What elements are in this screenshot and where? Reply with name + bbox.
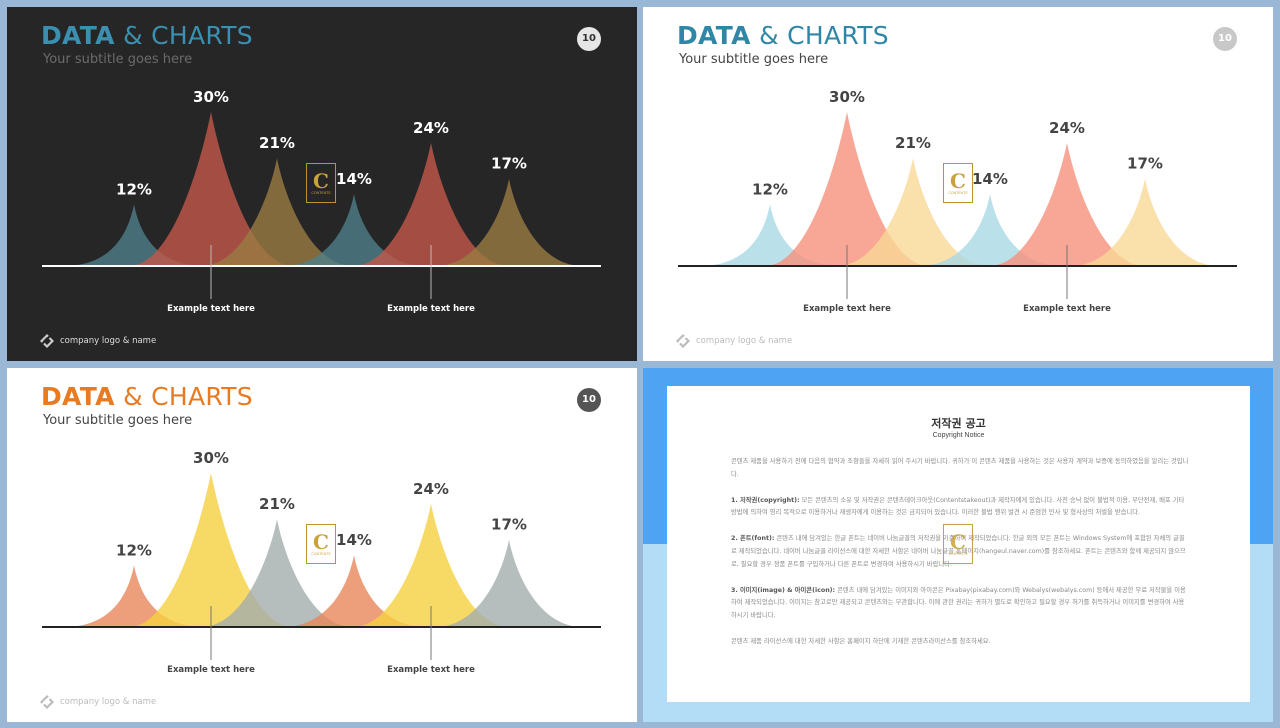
data-label-5: 24% — [1049, 119, 1085, 137]
data-label-3: 21% — [895, 134, 931, 152]
notice-font: 2. 폰트(font): 콘텐츠 내에 담겨있는 한글 폰트는 네이버 나눔글꼴… — [731, 535, 1186, 568]
data-label-5: 24% — [413, 119, 449, 137]
slide-subtitle: Your subtitle goes here — [679, 52, 829, 67]
company-logo: company logo & name — [39, 694, 156, 710]
data-label-1: 12% — [116, 180, 152, 198]
peak-5 — [989, 142, 1145, 266]
peak-2 — [129, 112, 293, 266]
peak-4 — [282, 555, 426, 627]
slide-subtitle: Your subtitle goes here — [43, 52, 193, 67]
slide-copyright: 저작권 공고 Copyright Notice 콘텐츠 제품을 사용하기 전에 … — [643, 368, 1273, 722]
page-number-badge: 10 — [1213, 27, 1237, 51]
notice-outro: 콘텐츠 제품 라이선스에 대한 자세한 사항은 홈페이지 하단에 기재한 콘텐츠… — [731, 637, 991, 645]
callout-text-1: Example text here — [167, 665, 255, 675]
peak-3 — [201, 519, 353, 627]
notice-intro: 콘텐츠 제품을 사용하기 전에 다음의 협약과 조항들을 자세히 읽어 주시기 … — [731, 458, 1189, 478]
copyright-notice-card: 저작권 공고 Copyright Notice 콘텐츠 제품을 사용하기 전에 … — [667, 386, 1250, 702]
data-label-4: 14% — [972, 170, 1008, 188]
logo-icon — [676, 334, 690, 348]
slide-dark: DATA & CHARTS Your subtitle goes here 10… — [7, 7, 637, 361]
data-label-2: 30% — [193, 449, 229, 467]
peak-5 — [353, 503, 509, 627]
peak-6 — [435, 539, 583, 627]
data-label-2: 30% — [829, 88, 865, 106]
company-name: company logo & name — [696, 336, 793, 346]
data-label-1: 12% — [116, 541, 152, 559]
slide-title: DATA & CHARTS — [41, 21, 253, 50]
peak-4 — [918, 194, 1062, 266]
contents-watermark: C CONTENTS — [306, 163, 336, 203]
callout-text-1: Example text here — [803, 304, 891, 314]
peak-2 — [129, 473, 293, 627]
data-label-4: 14% — [336, 170, 372, 188]
data-label-6: 17% — [491, 516, 527, 534]
data-label-3: 21% — [259, 495, 295, 513]
slide-title: DATA & CHARTS — [41, 382, 253, 411]
notice-title: 저작권 공고 — [931, 417, 986, 430]
company-name: company logo & name — [60, 336, 157, 346]
company-logo: company logo & name — [675, 333, 792, 349]
company-logo: company logo & name — [39, 333, 156, 349]
callout-text-2: Example text here — [1023, 304, 1111, 314]
slide-warm: DATA & CHARTS Your subtitle goes here 10… — [7, 368, 637, 722]
peak-2 — [765, 112, 929, 266]
notice-subtitle: Copyright Notice — [932, 432, 985, 439]
notice-copyright: 1. 저작권(copyright): 모든 콘텐츠의 소유 및 저작권은 콘텐츠… — [731, 496, 1185, 517]
notice-image: 3. 이미지(image) & 아이콘(icon): 콘텐츠 내에 담겨있는 이… — [731, 586, 1186, 620]
peak-5 — [353, 142, 509, 266]
data-label-6: 17% — [1127, 155, 1163, 173]
callout-text-2: Example text here — [387, 665, 475, 675]
contents-watermark: C CONTENTS — [943, 163, 973, 203]
data-label-5: 24% — [413, 480, 449, 498]
data-label-6: 17% — [491, 155, 527, 173]
page-number-badge: 10 — [577, 27, 601, 51]
peak-chart: 12% 30% 21% 14% 24% 17% Example text here Examp… — [42, 449, 601, 675]
logo-icon — [40, 695, 54, 709]
callout-text-2: Example text here — [387, 304, 475, 314]
slide-pastel: DATA & CHARTS Your subtitle goes here 10… — [643, 7, 1273, 361]
peak-1 — [64, 204, 204, 266]
peak-chart: 12% 30% 21% 14% 24% 17% Example text here Examp… — [42, 88, 601, 314]
contents-watermark: C CONTENTS — [943, 524, 973, 564]
peak-6 — [435, 178, 583, 266]
page-number-badge: 10 — [577, 388, 601, 412]
notice-body: 콘텐츠 제품을 사용하기 전에 다음의 협약과 조항들을 자세히 읽어 주시기 … — [731, 456, 1189, 662]
data-label-3: 21% — [259, 134, 295, 152]
company-name: company logo & name — [60, 697, 157, 707]
data-label-1: 12% — [752, 180, 788, 198]
peak-4 — [282, 194, 426, 266]
peak-3 — [201, 158, 353, 266]
slide-subtitle: Your subtitle goes here — [43, 413, 193, 428]
peak-chart: 12% 30% 21% 14% 24% 17% Example text here Examp… — [678, 88, 1237, 314]
data-label-4: 14% — [336, 531, 372, 549]
peak-6 — [1071, 178, 1219, 266]
peak-1 — [64, 565, 204, 627]
callout-text-1: Example text here — [167, 304, 255, 314]
logo-icon — [40, 334, 54, 348]
peak-3 — [837, 158, 989, 266]
contents-watermark: C CONTENTS — [306, 524, 336, 564]
slide-title: DATA & CHARTS — [677, 21, 889, 50]
peak-1 — [700, 204, 840, 266]
data-label-2: 30% — [193, 88, 229, 106]
